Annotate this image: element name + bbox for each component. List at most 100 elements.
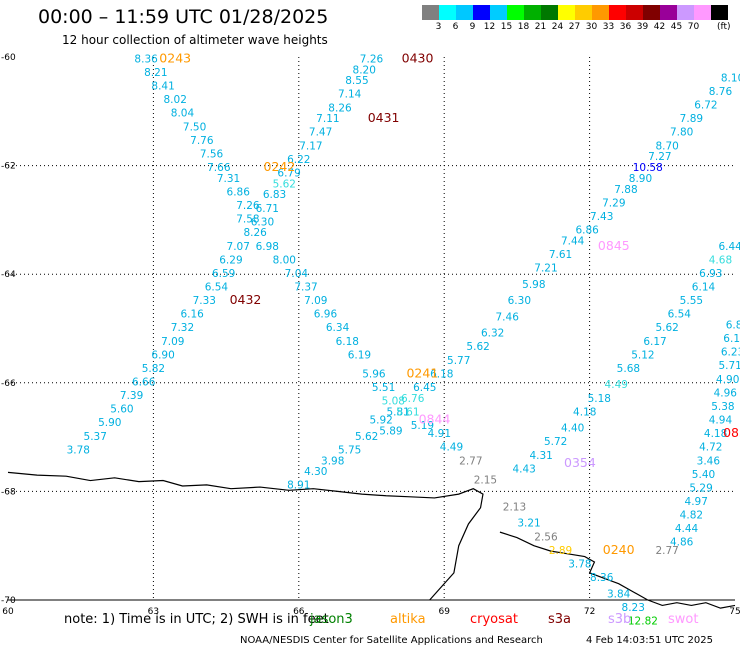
wave-height-value: 7.26	[360, 53, 384, 65]
legend-swatch	[524, 5, 541, 20]
track-time-label: 0354	[564, 455, 596, 470]
legend-tick: 33	[602, 22, 615, 32]
legend-tick: 15	[500, 22, 513, 32]
wave-height-value: 8.23	[622, 602, 645, 614]
wave-height-value: 6.86	[227, 186, 251, 198]
lat-tick-label: -62	[1, 162, 16, 172]
wave-height-value: 7.39	[120, 390, 143, 402]
wave-height-value: 3.98	[321, 455, 344, 467]
wave-height-value: 8.70	[655, 140, 678, 152]
track-time-labels: 0243 0430 0431 0242 0432 0241 0844 0845 0354 0240…	[159, 50, 740, 556]
wave-height-value: 5.18	[588, 393, 611, 405]
track-time-label: 0844	[419, 412, 451, 427]
lat-tick-label: -64	[1, 270, 16, 280]
wave-height-value: 4.18	[704, 428, 727, 440]
wave-height-value: 5.60	[110, 404, 133, 416]
wave-height-value: 7.80	[670, 127, 693, 139]
wave-height-value: 6.54	[668, 309, 692, 321]
satellite-label: altika	[390, 612, 426, 627]
lon-tick-label: 60	[2, 607, 14, 617]
wave-height-value: 7.88	[614, 184, 637, 196]
wave-height-value: 6.93	[699, 268, 722, 280]
legend-tick: 42	[653, 22, 666, 32]
wave-height-value: 5.19	[411, 420, 434, 432]
wave-height-value: 4.40	[561, 423, 584, 435]
wave-height-value: 8.36	[134, 53, 158, 65]
footer-timestamp: 4 Feb 14:03:51 UTC 2025	[586, 635, 713, 646]
wave-height-value: 6.90	[151, 349, 174, 361]
wave-height-value: 7.37	[294, 281, 317, 293]
wave-height-value: 3.78	[67, 444, 90, 456]
legend-swatch	[456, 5, 473, 20]
wave-height-value: 5.37	[84, 431, 107, 443]
wave-height-value: 2.15	[474, 474, 497, 486]
wave-height-value: 7.26	[236, 200, 260, 212]
track-time-label: 0242	[264, 159, 296, 174]
wave-height-value: 4.97	[685, 496, 708, 508]
wave-height-value: 7.04	[285, 268, 309, 280]
wave-height-value: 7.56	[200, 148, 224, 160]
wave-height-value: 7.27	[648, 151, 671, 163]
wave-height-value: 3.84	[607, 588, 631, 600]
legend-tick: 12	[483, 22, 496, 32]
wave-height-value: 6.18	[430, 368, 453, 380]
wave-height-value: 5.68	[617, 363, 640, 375]
wave-height-value: 6.22	[287, 154, 310, 166]
wave-height-value: 6.29	[219, 254, 242, 266]
track-time-label: 0240	[603, 542, 635, 557]
wave-height-value: 5.77	[447, 355, 470, 367]
wave-height-value: 6.76	[401, 393, 425, 405]
wave-height-value: 5.08	[382, 396, 405, 408]
track-time-label: 0430	[402, 50, 434, 65]
wave-height-value: 6.79	[277, 167, 300, 179]
wave-height-value: 5.62	[466, 341, 489, 353]
legend-tick: 6	[452, 22, 459, 32]
legend-swatch	[643, 5, 660, 20]
legend-tick: 27	[568, 22, 581, 32]
wave-height-value: 4.94	[709, 415, 733, 427]
wave-height-value: 3.46	[697, 455, 721, 467]
wave-height-value: 7.09	[161, 336, 184, 348]
legend-swatch	[490, 5, 507, 20]
wave-height-value: 4.90	[716, 374, 739, 386]
wave-height-value: 8.91	[287, 480, 310, 492]
wave-height-value: 8.02	[164, 94, 187, 106]
wave-height-value: 2.89	[549, 545, 572, 557]
wave-height-value: 5.72	[544, 436, 567, 448]
track-time-label: 0431	[368, 110, 400, 125]
wave-height-value: 5.92	[369, 415, 392, 427]
map-subtitle: 12 hour collection of altimeter wave hei…	[62, 33, 328, 47]
wave-height-value: 7.44	[561, 235, 585, 247]
wave-height-value: 6.30	[251, 216, 274, 228]
wave-height-value: 6.16	[180, 309, 204, 321]
legend-tick: 45	[670, 22, 683, 32]
wave-height-value: 12.82	[628, 615, 658, 627]
wave-height-value: 8.76	[709, 86, 733, 98]
wave-height-value: 6.54	[205, 281, 229, 293]
lon-tick-label: 69	[438, 607, 450, 617]
wave-height-value: 5.12	[631, 349, 654, 361]
wave-height-value: 8.21	[144, 67, 167, 79]
wave-height-value: 6.45	[413, 382, 436, 394]
wave-height-value: 2.77	[459, 455, 482, 467]
wave-height-value: 4.91	[428, 428, 451, 440]
wave-height-value: 6.86	[575, 224, 599, 236]
coastline-path	[7, 471, 484, 601]
wave-height-value: 6.71	[256, 203, 279, 215]
legend-swatch	[541, 5, 558, 20]
wave-height-value: 5.55	[680, 295, 703, 307]
legend-tick: 30	[585, 22, 598, 32]
legend-tick: 18	[517, 22, 530, 32]
wave-height-value: 6.32	[481, 328, 504, 340]
legend-tick: 21	[534, 22, 547, 32]
wave-height-value: 7.47	[309, 127, 332, 139]
wave-height-value: 5.98	[522, 279, 545, 291]
wave-height-value: 8.10	[721, 72, 740, 84]
map-gridlines	[8, 57, 735, 601]
lon-tick-label: 63	[148, 607, 159, 617]
satellite-label: jason3	[310, 612, 353, 627]
legend-swatch	[660, 5, 677, 20]
wave-height-value: 8.90	[629, 173, 652, 185]
